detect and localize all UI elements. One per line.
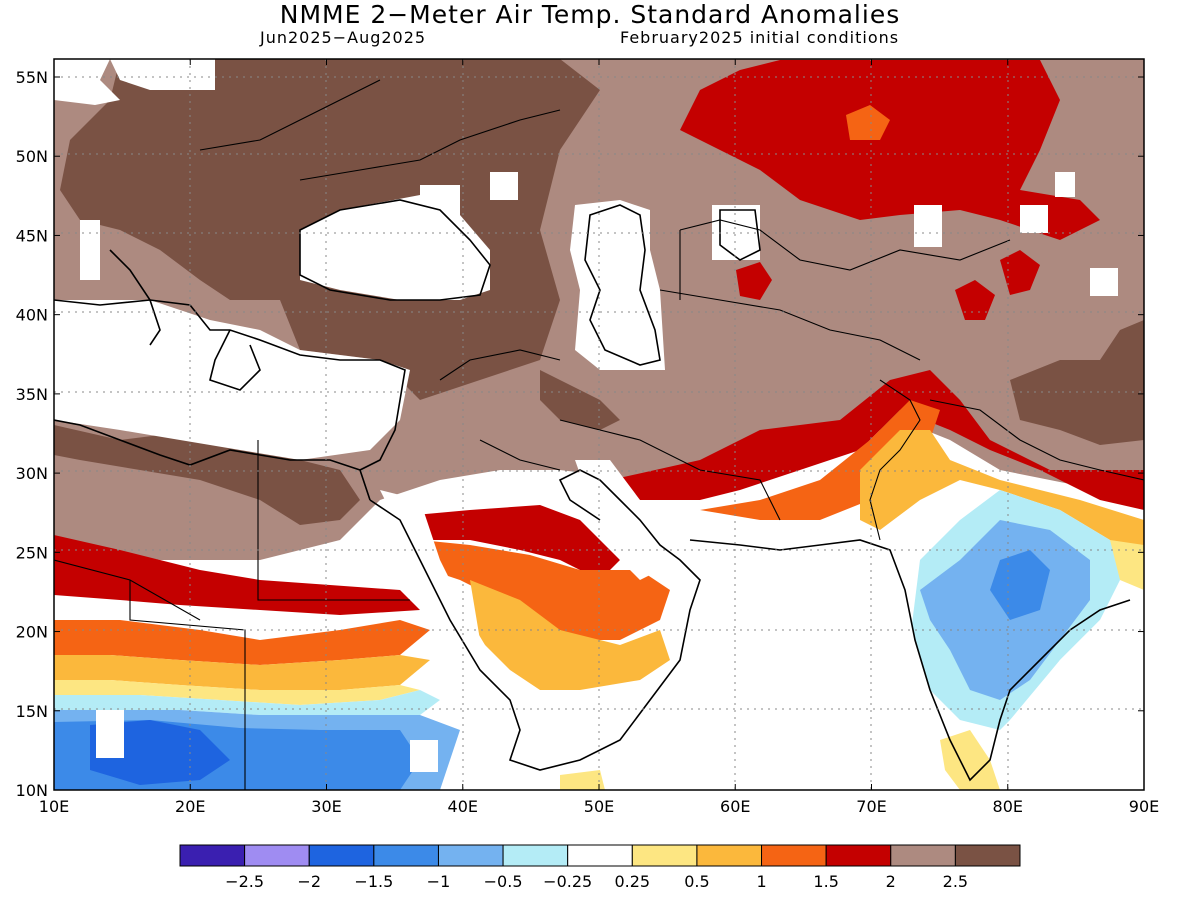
colorbar: −2.5 −2 −1.5 −1 −0.5 −0.25 0.25 0.5 1 1.5 2 2.5 (179, 844, 1021, 891)
anomaly-region-dark-brown-africa (54, 425, 360, 525)
north-mask (110, 59, 215, 90)
colorbar-label: 0.25 (614, 872, 650, 891)
colorbar-label: 1 (756, 872, 766, 891)
lon-tick-label: 40E (448, 797, 478, 816)
mediterranean-mask (54, 300, 410, 460)
colorbar-swatch (696, 844, 763, 867)
lat-tick-label: 25N (16, 543, 48, 562)
colorbar-swatch (244, 844, 310, 867)
small-mask-1 (490, 172, 518, 200)
alps-mask (54, 59, 120, 105)
latitude-axis: 55N 50N 45N 40N 35N 30N 25N 20N 15N 10N (16, 68, 1144, 800)
colorbar-label: 2 (886, 872, 896, 891)
lon-tick-label: 80E (993, 797, 1023, 816)
colorbar-swatch (825, 844, 892, 867)
map-subtitle-initial-conditions: February2025 initial conditions (620, 28, 900, 47)
anomaly-region-red-tienshan (1000, 250, 1040, 295)
lon-tick-label: 20E (175, 797, 205, 816)
lat-tick-label: 50N (16, 147, 48, 166)
graticule (54, 59, 1144, 790)
lon-tick-label: 30E (311, 797, 341, 816)
anomaly-region-pale-sahel (54, 680, 420, 705)
anomaly-region-red-south-asia (610, 370, 1144, 510)
small-mask-3 (1055, 172, 1075, 197)
lat-tick-label: 20N (16, 623, 48, 642)
colorbar-swatch (954, 844, 1021, 867)
longitude-axis: 10E 20E 30E 40E 50E 60E 70E 80E 90E (39, 59, 1159, 816)
map-title: NMME 2−Meter Air Temp. Standard Anomalie… (279, 0, 901, 29)
lon-tick-label: 60E (720, 797, 750, 816)
small-mask-2 (914, 205, 942, 247)
anomaly-region-yellow-south-india (940, 730, 1000, 790)
small-mask-4 (1090, 268, 1118, 296)
map-field (54, 59, 1144, 790)
colorbar-swatch (179, 844, 246, 867)
lon-tick-label: 50E (584, 797, 614, 816)
colorbar-swatch (502, 844, 569, 867)
lat-tick-label: 30N (16, 464, 48, 483)
colorbar-label: −1.5 (354, 872, 393, 891)
anomaly-region-orange-kazakhstan (846, 105, 890, 140)
persian-gulf-mask (575, 460, 690, 580)
lat-tick-label: 35N (16, 385, 48, 404)
lon-tick-label: 10E (39, 797, 69, 816)
lon-tick-label: 90E (1129, 797, 1159, 816)
anomaly-region-yellow-india (860, 430, 1144, 560)
anomaly-region-yellow-arabia (470, 580, 670, 690)
anomaly-region-dark-blue-chad (90, 720, 230, 785)
colorbar-swatch (437, 844, 504, 867)
lat-tick-label: 45N (16, 226, 48, 245)
map-subtitle-period: Jun2025−Aug2025 (260, 28, 427, 47)
aral-mask (712, 205, 760, 260)
colorbar-swatch (631, 844, 698, 867)
colorbar-label: −0.25 (543, 872, 592, 891)
lat-tick-label: 40N (16, 306, 48, 325)
colorbar-label: 1.5 (813, 872, 838, 891)
lat-tick-label: 55N (16, 68, 48, 87)
anomaly-region-blue-core-india (990, 550, 1050, 620)
lon-tick-label: 70E (856, 797, 886, 816)
country-borders (54, 79, 1144, 790)
red-sea-mask (380, 490, 540, 740)
anomaly-region-red-arabia (415, 505, 620, 580)
small-mask-7 (410, 740, 438, 772)
anomaly-region-orange-sahel (54, 620, 430, 665)
black-sea-mask (300, 195, 490, 300)
colorbar-swatch (308, 844, 375, 867)
bay-of-bengal-mask (1010, 600, 1144, 790)
anomaly-region-red-sahel-north (54, 535, 420, 615)
anomaly-region-red-kazakhstan (680, 60, 1100, 240)
anomaly-region-yellow-sahel (54, 655, 430, 690)
anomaly-region-orange-india (700, 400, 940, 520)
anomaly-region-red-caspian (736, 262, 772, 300)
colorbar-swatch (761, 844, 827, 867)
colorbar-swatch (567, 844, 633, 867)
small-mask-5 (1020, 205, 1048, 233)
lat-tick-label: 10N (16, 781, 48, 800)
anomaly-region-dark-brown-east (1010, 320, 1144, 445)
small-mask-9 (80, 220, 100, 280)
anomaly-region-yellow-bangladesh (1110, 540, 1144, 590)
colorbar-label: −1 (427, 872, 451, 891)
coastlines (54, 199, 1131, 782)
colorbar-label: 2.5 (943, 872, 968, 891)
anomaly-region-orange-arabia (420, 540, 670, 640)
small-mask-6 (96, 710, 124, 758)
anomaly-region-red-tienshan-2 (955, 280, 995, 320)
arabian-sea-mask (540, 530, 940, 790)
colorbar-label: −2.5 (225, 872, 264, 891)
colorbar-label: −0.5 (484, 872, 523, 891)
colorbar-label: 0.5 (684, 872, 709, 891)
anomaly-region-yellow-yemen (560, 770, 605, 790)
anomaly-region-dark-brown-iran (540, 370, 620, 430)
anomaly-region-cyan-sahel (54, 690, 440, 715)
colorbar-label: −2 (297, 872, 321, 891)
lat-tick-label: 15N (16, 702, 48, 721)
colorbar-swatch (373, 844, 439, 867)
colorbar-swatch (890, 844, 956, 867)
